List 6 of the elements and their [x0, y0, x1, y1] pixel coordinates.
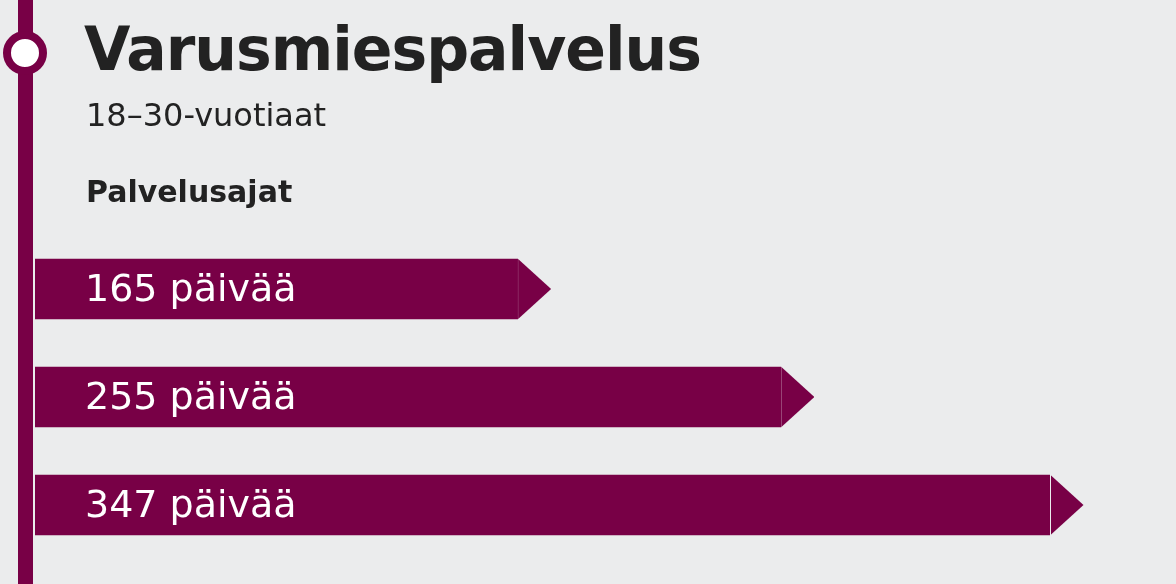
chart-title: Varusmiespalvelus	[84, 14, 701, 84]
text: Palvelusajat	[86, 174, 293, 209]
data-label: 255 päivää	[85, 373, 297, 418]
chart-subtitle: 18–30-vuotiaat	[86, 96, 327, 134]
data-label: 165 päivää	[85, 265, 297, 310]
data-label: 347 päivää	[85, 481, 297, 526]
